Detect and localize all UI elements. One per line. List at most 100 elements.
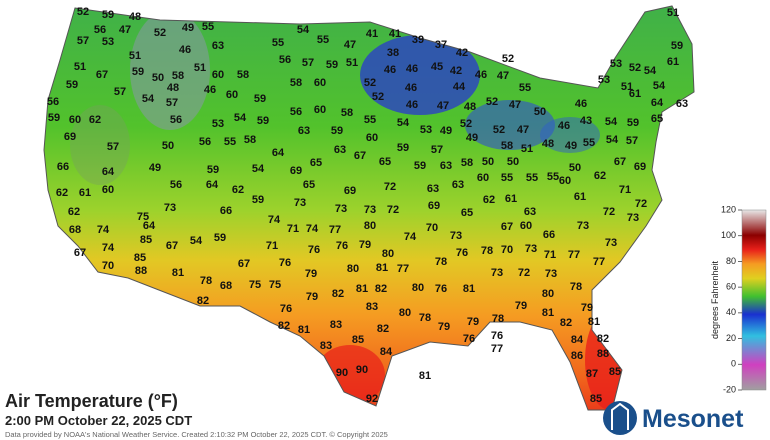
station-value: 56 (290, 106, 302, 118)
station-value: 51 (346, 57, 358, 69)
station-value: 51 (521, 143, 533, 155)
station-value: 68 (69, 224, 81, 236)
station-value: 77 (568, 249, 580, 261)
station-value: 64 (206, 179, 219, 191)
station-value: 65 (461, 207, 473, 219)
station-value: 61 (505, 193, 517, 205)
station-value: 57 (107, 141, 119, 153)
station-value: 80 (399, 307, 411, 319)
station-value: 70 (102, 260, 114, 272)
station-value: 61 (79, 187, 91, 199)
station-value: 57 (302, 57, 314, 69)
station-value: 59 (414, 160, 426, 172)
station-value: 59 (48, 112, 60, 124)
station-value: 90 (336, 367, 348, 379)
station-value: 60 (520, 220, 532, 232)
station-value: 66 (220, 205, 232, 217)
station-value: 76 (491, 330, 503, 342)
colorbar-tick-label: 0 (731, 359, 736, 369)
station-value: 71 (544, 249, 556, 261)
station-value: 49 (440, 125, 452, 137)
station-value: 56 (170, 114, 182, 126)
station-value: 54 (190, 235, 203, 247)
station-value: 54 (397, 117, 410, 129)
station-value: 46 (558, 120, 570, 132)
station-value: 56 (47, 96, 59, 108)
station-value: 47 (509, 99, 521, 111)
station-value: 56 (94, 24, 106, 36)
station-value: 54 (644, 65, 657, 77)
station-value: 71 (287, 223, 299, 235)
station-value: 60 (477, 172, 489, 184)
station-value: 64 (143, 220, 156, 232)
station-value: 62 (89, 114, 101, 126)
station-value: 66 (57, 161, 69, 173)
station-value: 73 (577, 220, 589, 232)
station-value: 85 (609, 366, 621, 378)
station-value: 75 (269, 279, 281, 291)
station-value: 60 (69, 114, 81, 126)
station-value: 59 (331, 125, 343, 137)
station-value: 73 (294, 197, 306, 209)
station-value: 47 (437, 100, 449, 112)
station-value: 60 (212, 69, 224, 81)
station-value: 80 (382, 248, 394, 260)
station-value: 62 (483, 194, 495, 206)
station-value: 59 (66, 79, 78, 91)
logo-text: Mesonet (642, 405, 744, 433)
station-value: 84 (380, 346, 393, 358)
station-value: 55 (519, 82, 531, 94)
station-value: 47 (119, 24, 131, 36)
station-value: 41 (366, 28, 378, 40)
station-value: 63 (676, 98, 688, 110)
station-value: 67 (614, 156, 626, 168)
station-value: 81 (376, 262, 388, 274)
station-value: 79 (515, 300, 527, 312)
station-value: 42 (450, 65, 462, 77)
station-value: 69 (290, 165, 302, 177)
station-value: 63 (427, 183, 439, 195)
station-value: 81 (463, 283, 475, 295)
station-value: 65 (379, 156, 391, 168)
station-value: 69 (428, 200, 440, 212)
station-value: 59 (207, 164, 219, 176)
station-value: 71 (266, 240, 278, 252)
station-value: 63 (440, 160, 452, 172)
station-value: 63 (298, 125, 310, 137)
station-value: 46 (179, 44, 191, 56)
station-value: 52 (486, 96, 498, 108)
station-value: 82 (377, 323, 389, 335)
station-value: 76 (456, 247, 468, 259)
station-value: 72 (603, 206, 615, 218)
station-value: 50 (569, 162, 581, 174)
station-value: 56 (170, 179, 182, 191)
station-value: 78 (481, 245, 493, 257)
station-value: 52 (460, 118, 472, 130)
station-value: 74 (404, 231, 417, 243)
subtitle: 2:00 PM October 22, 2025 CDT (5, 413, 192, 428)
station-value: 42 (456, 47, 468, 59)
station-value: 73 (164, 202, 176, 214)
station-value: 43 (580, 115, 592, 127)
station-value: 81 (419, 370, 431, 382)
station-value: 72 (518, 267, 530, 279)
station-value: 48 (129, 11, 141, 23)
logo-mark (603, 401, 637, 435)
station-value: 77 (593, 256, 605, 268)
station-value: 92 (366, 393, 378, 405)
station-value: 54 (297, 24, 310, 36)
station-value: 62 (68, 206, 80, 218)
station-value: 82 (278, 320, 290, 332)
station-value: 55 (547, 171, 559, 183)
station-value: 77 (329, 224, 341, 236)
station-value: 74 (268, 214, 281, 226)
station-value: 53 (102, 36, 114, 48)
station-value: 55 (364, 114, 376, 126)
station-value: 82 (560, 317, 572, 329)
station-value: 56 (279, 54, 291, 66)
station-value: 60 (366, 132, 378, 144)
station-value: 53 (420, 124, 432, 136)
station-value: 49 (182, 22, 194, 34)
colorbar-tick-label: 120 (721, 204, 736, 214)
